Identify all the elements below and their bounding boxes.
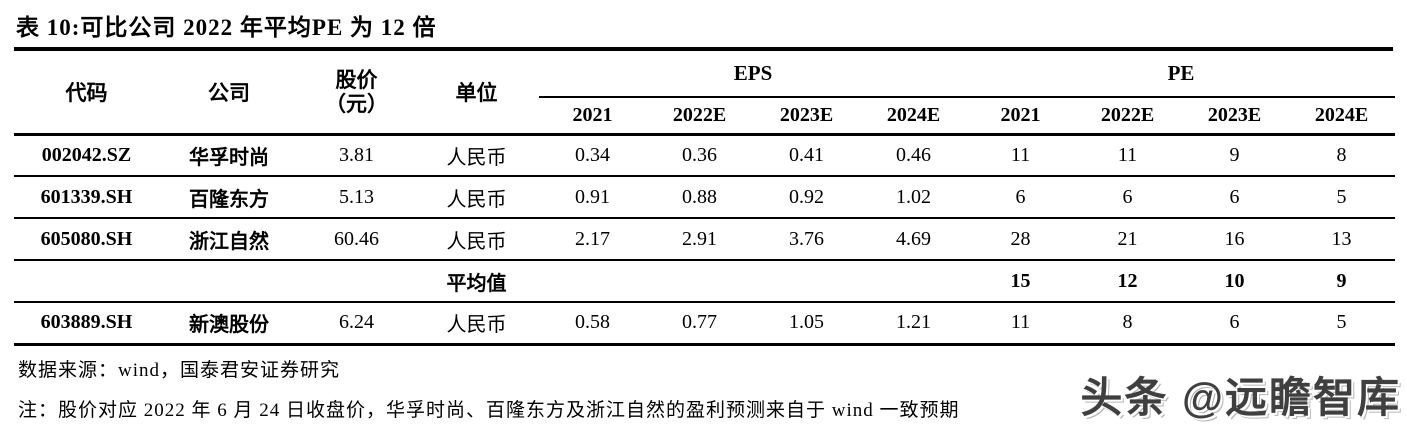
cell-pe-2022e: 21: [1074, 218, 1182, 261]
group-header-eps: EPS: [539, 51, 968, 98]
cell-price: 60.46: [299, 218, 414, 261]
cell-pe-2024e: 8: [1288, 134, 1396, 177]
cell-average-label: 平均值: [414, 260, 539, 303]
table-title: 表 10:可比公司 2022 年平均PE 为 12 倍: [14, 5, 1393, 51]
cell-eps-2022e: 2.91: [646, 218, 753, 261]
table-row-xinao: 603889.SH 新澳股份 6.24 人民币 0.58 0.77 1.05 1…: [14, 302, 1396, 346]
cell-unit: 人民币: [414, 176, 539, 219]
cell-eps-2023e: 1.05: [753, 302, 860, 346]
group-header-pe: PE: [967, 51, 1396, 98]
pe-year-2024e: 2024E: [1288, 97, 1396, 136]
group-header-row: 代码 公司 股价 （元） 单位 EPS PE: [14, 51, 1396, 136]
cell-unit: 人民币: [414, 134, 539, 177]
cell-eps-2024e: 1.21: [860, 302, 968, 346]
cell-avg-pe-2021: 15: [967, 260, 1075, 303]
cell-pe-2022e: 6: [1074, 176, 1182, 219]
cell-empty: [14, 260, 159, 303]
cell-code: 605080.SH: [14, 218, 159, 261]
table-header: 代码 公司 股价 （元） 单位 EPS PE 2021 2022E 2023E …: [14, 51, 1396, 136]
eps-year-2024e: 2024E: [860, 97, 968, 136]
cell-avg-pe-2022e: 12: [1074, 260, 1182, 303]
cell-empty: [539, 260, 646, 303]
cell-empty: [860, 260, 968, 303]
cell-eps-2023e: 3.76: [753, 218, 860, 261]
table-row-zhejiang: 605080.SH 浙江自然 60.46 人民币 2.17 2.91 3.76 …: [14, 218, 1396, 261]
comparable-companies-table: 代码 公司 股价 （元） 单位 EPS PE 2021 2022E 2023E …: [14, 51, 1396, 346]
cell-company: 浙江自然: [159, 218, 299, 261]
cell-empty: [299, 260, 414, 303]
watermark-toutiao-yuanzhan: 头条 @远瞻智库: [1080, 374, 1401, 421]
cell-company: 百隆东方: [159, 176, 299, 219]
col-header-code: 代码: [14, 51, 159, 136]
cell-code: 002042.SZ: [14, 134, 159, 177]
cell-pe-2024e: 5: [1288, 302, 1396, 346]
cell-empty: [753, 260, 860, 303]
cell-eps-2024e: 0.46: [860, 134, 968, 177]
cell-unit: 人民币: [414, 218, 539, 261]
cell-price: 5.13: [299, 176, 414, 219]
cell-eps-2022e: 0.88: [646, 176, 753, 219]
cell-eps-2022e: 0.77: [646, 302, 753, 346]
cell-pe-2021: 6: [967, 176, 1075, 219]
cell-pe-2023e: 9: [1181, 134, 1289, 177]
pe-year-2021: 2021: [967, 97, 1075, 136]
pe-year-2023e: 2023E: [1181, 97, 1289, 136]
price-header-line2: （元）: [325, 91, 388, 116]
cell-pe-2022e: 8: [1074, 302, 1182, 346]
eps-year-2022e: 2022E: [646, 97, 753, 136]
pe-year-2022e: 2022E: [1074, 97, 1182, 136]
cell-eps-2021: 0.58: [539, 302, 646, 346]
cell-avg-pe-2024e: 9: [1288, 260, 1396, 303]
cell-eps-2023e: 0.41: [753, 134, 860, 177]
cell-eps-2021: 0.91: [539, 176, 646, 219]
cell-eps-2024e: 1.02: [860, 176, 968, 219]
footnote-line: 注：股价对应 2022 年 6 月 24 日收盘价，华孚时尚、百隆东方及浙江自然…: [18, 399, 960, 421]
cell-price: 3.81: [299, 134, 414, 177]
cell-eps-2022e: 0.36: [646, 134, 753, 177]
col-header-unit: 单位: [414, 51, 539, 136]
cell-pe-2021: 28: [967, 218, 1075, 261]
cell-empty: [159, 260, 299, 303]
cell-eps-2024e: 4.69: [860, 218, 968, 261]
cell-code: 603889.SH: [14, 302, 159, 346]
cell-pe-2023e: 16: [1181, 218, 1289, 261]
cell-pe-2021: 11: [967, 302, 1075, 346]
col-header-price: 股价 （元）: [299, 51, 414, 136]
table-row-bailong: 601339.SH 百隆东方 5.13 人民币 0.91 0.88 0.92 1…: [14, 176, 1396, 219]
cell-code: 601339.SH: [14, 176, 159, 219]
cell-company: 华孚时尚: [159, 134, 299, 177]
cell-eps-2023e: 0.92: [753, 176, 860, 219]
table-row-average: 平均值 15 12 10 9: [14, 260, 1396, 303]
table-body: 002042.SZ 华孚时尚 3.81 人民币 0.34 0.36 0.41 0…: [14, 134, 1396, 346]
cell-eps-2021: 0.34: [539, 134, 646, 177]
cell-pe-2024e: 13: [1288, 218, 1396, 261]
cell-pe-2023e: 6: [1181, 302, 1289, 346]
cell-pe-2024e: 5: [1288, 176, 1396, 219]
cell-eps-2021: 2.17: [539, 218, 646, 261]
eps-year-2023e: 2023E: [753, 97, 860, 136]
cell-unit: 人民币: [414, 302, 539, 346]
year-header-row: 2021 2022E 2023E 2024E 2021 2022E 2023E …: [14, 97, 1396, 136]
price-header-line1: 股价: [335, 67, 378, 92]
cell-pe-2023e: 6: [1181, 176, 1289, 219]
col-header-company: 公司: [159, 51, 299, 136]
cell-pe-2022e: 11: [1074, 134, 1182, 177]
cell-avg-pe-2023e: 10: [1181, 260, 1289, 303]
table-row-huafu: 002042.SZ 华孚时尚 3.81 人民币 0.34 0.36 0.41 0…: [14, 134, 1396, 177]
data-source-line: 数据来源：wind，国泰君安证券研究: [18, 359, 341, 381]
cell-empty: [646, 260, 753, 303]
cell-pe-2021: 11: [967, 134, 1075, 177]
eps-year-2021: 2021: [539, 97, 646, 136]
cell-company: 新澳股份: [159, 302, 299, 346]
cell-price: 6.24: [299, 302, 414, 346]
